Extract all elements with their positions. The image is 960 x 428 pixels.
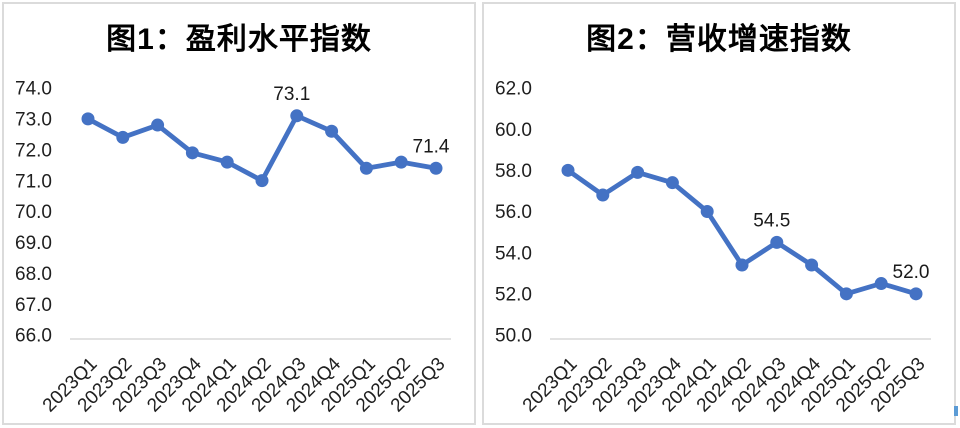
data-point-marker (805, 258, 819, 272)
y-axis-tick-label: 56.0 (495, 202, 532, 223)
data-point-marker (735, 258, 749, 272)
chart-title: 图1：盈利水平指数 (106, 23, 372, 56)
y-axis-tick-label: 58.0 (495, 161, 532, 182)
data-point-marker (151, 118, 165, 132)
data-label: 73.1 (273, 84, 310, 105)
data-label: 54.5 (753, 210, 790, 231)
data-point-marker (561, 163, 575, 177)
data-point-marker (290, 109, 304, 123)
data-point-marker (255, 174, 269, 188)
data-point-marker (596, 188, 610, 202)
y-axis-tick-label: 62.0 (495, 79, 532, 100)
y-axis-tick-label: 69.0 (15, 233, 52, 254)
data-point-marker (220, 155, 234, 169)
data-point-marker (81, 112, 95, 126)
data-point-marker (116, 130, 130, 144)
data-label: 71.4 (413, 136, 450, 157)
data-point-marker (874, 277, 888, 291)
revenue-growth-line-chart: 62.060.058.056.054.052.050.02023Q12023Q2… (495, 79, 931, 416)
chart-title: 图2：营收增速指数 (586, 23, 852, 56)
chart-panel-revenue-growth-index: 62.0 60.0 58.0 56.0 54.0 52.0 50.0 2023Q1 2023Q2… (482, 2, 956, 425)
data-point-marker (185, 146, 199, 160)
data-point-marker (700, 205, 714, 218)
data-point-marker (909, 287, 923, 301)
data-point-marker (359, 161, 373, 175)
profit-index-line-chart: 74.073.072.071.070.069.068.067.066.02023… (15, 79, 451, 416)
y-axis-tick-label: 66.0 (15, 326, 52, 347)
data-point-marker (325, 124, 339, 138)
y-axis-tick-label: 60.0 (495, 120, 532, 141)
data-line-series (565, 167, 919, 297)
data-point-marker (770, 235, 784, 249)
chart-panel-profit-index: 74.0 73.0 72.0 71.0 70.0 69.0 68.0 67.0 66.0 2023… (2, 2, 476, 425)
data-point-marker (631, 165, 645, 179)
data-point-marker (429, 161, 443, 175)
y-axis-tick-label: 68.0 (15, 264, 52, 285)
y-axis-tick-label: 72.0 (15, 140, 52, 161)
data-label: 52.0 (893, 262, 930, 283)
data-point-marker (665, 176, 679, 190)
y-axis-tick-label: 52.0 (495, 284, 532, 305)
y-axis-tick-label: 74.0 (15, 79, 52, 100)
y-axis-tick-label: 70.0 (15, 202, 52, 223)
y-axis-tick-label: 73.0 (15, 110, 52, 131)
y-axis-tick-label: 50.0 (495, 326, 532, 347)
screenshot-artifact-mark (954, 406, 958, 416)
y-axis-tick-label: 71.0 (15, 171, 52, 192)
data-point-marker (839, 287, 853, 301)
data-point-marker (394, 155, 408, 169)
y-axis-tick-label: 67.0 (15, 295, 52, 316)
data-line-series (85, 113, 439, 183)
y-axis-tick-label: 54.0 (495, 243, 532, 264)
